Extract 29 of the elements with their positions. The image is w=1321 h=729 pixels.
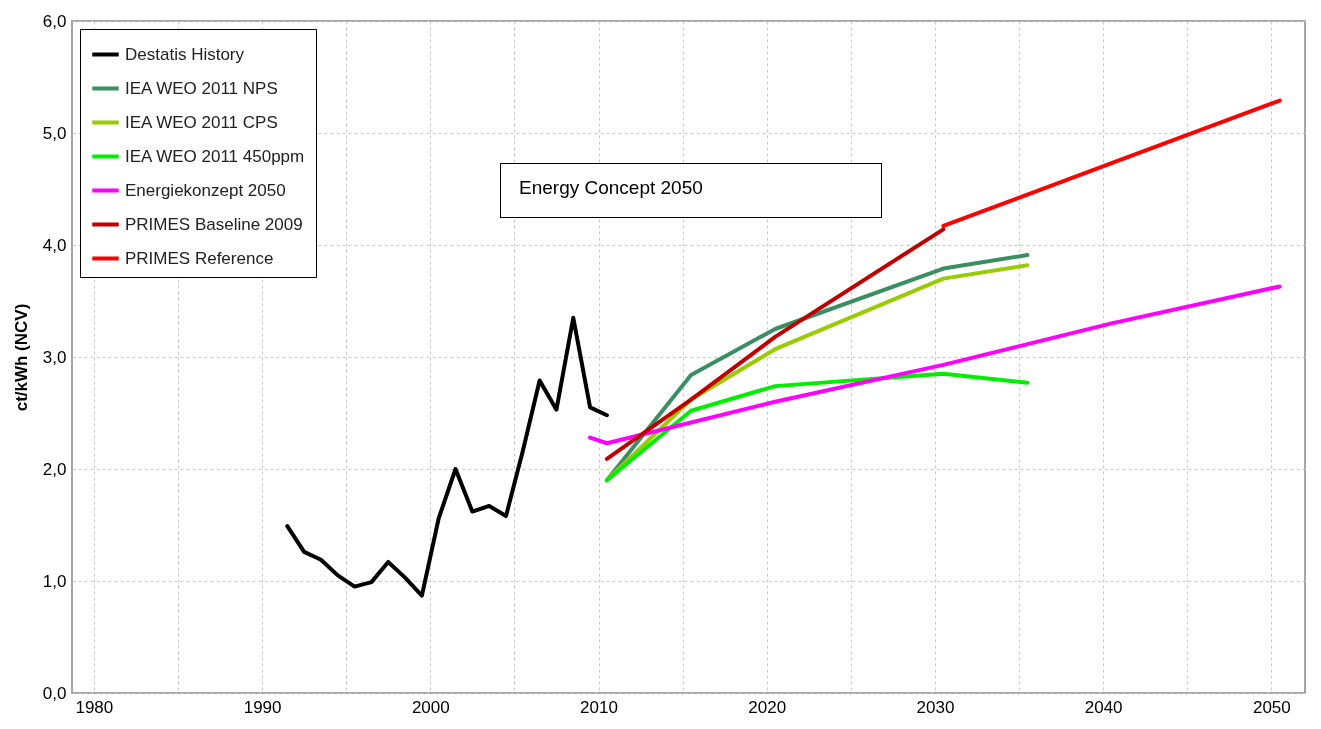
x-tick-label: 2010 — [580, 697, 618, 717]
text-box: Energy Concept 2050 — [500, 163, 882, 218]
legend-label: IEA WEO 2011 450ppm — [125, 146, 305, 166]
y-tick-label: 4,0 — [42, 235, 67, 255]
legend-label: IEA WEO 2011 NPS — [125, 78, 278, 98]
y-axis-title: ct/kWh (NCV) — [11, 303, 31, 412]
legend-label: IEA WEO 2011 CPS — [125, 112, 278, 132]
x-tick-label: 1980 — [75, 697, 114, 717]
x-tick-label: 2000 — [411, 697, 450, 717]
x-tick-label: 2040 — [1084, 697, 1123, 717]
line-series — [604, 371, 1030, 483]
y-tick-label: 6,0 — [42, 11, 67, 31]
x-tick-label: 2030 — [916, 697, 955, 717]
y-tick-label: 5,0 — [42, 123, 67, 143]
line-series — [604, 227, 946, 461]
y-tick-label: 3,0 — [42, 347, 67, 367]
line-series — [588, 284, 1282, 446]
legend-label: Destatis History — [125, 44, 245, 64]
line-series — [285, 315, 609, 598]
x-tick-label: 1990 — [243, 697, 282, 717]
y-tick-label: 2,0 — [42, 459, 67, 479]
x-tick-label: 2020 — [748, 697, 787, 717]
legend-label: Energiekonzept 2050 — [125, 180, 286, 200]
y-tick-label: 0,0 — [42, 683, 67, 703]
annotation: Energy Concept 2050 — [519, 176, 704, 200]
y-tick-label: 1,0 — [42, 571, 67, 591]
x-tick-label: 2050 — [1252, 697, 1291, 717]
legend-label: PRIMES Baseline 2009 — [125, 214, 303, 234]
legend-label: PRIMES Reference — [125, 248, 274, 268]
